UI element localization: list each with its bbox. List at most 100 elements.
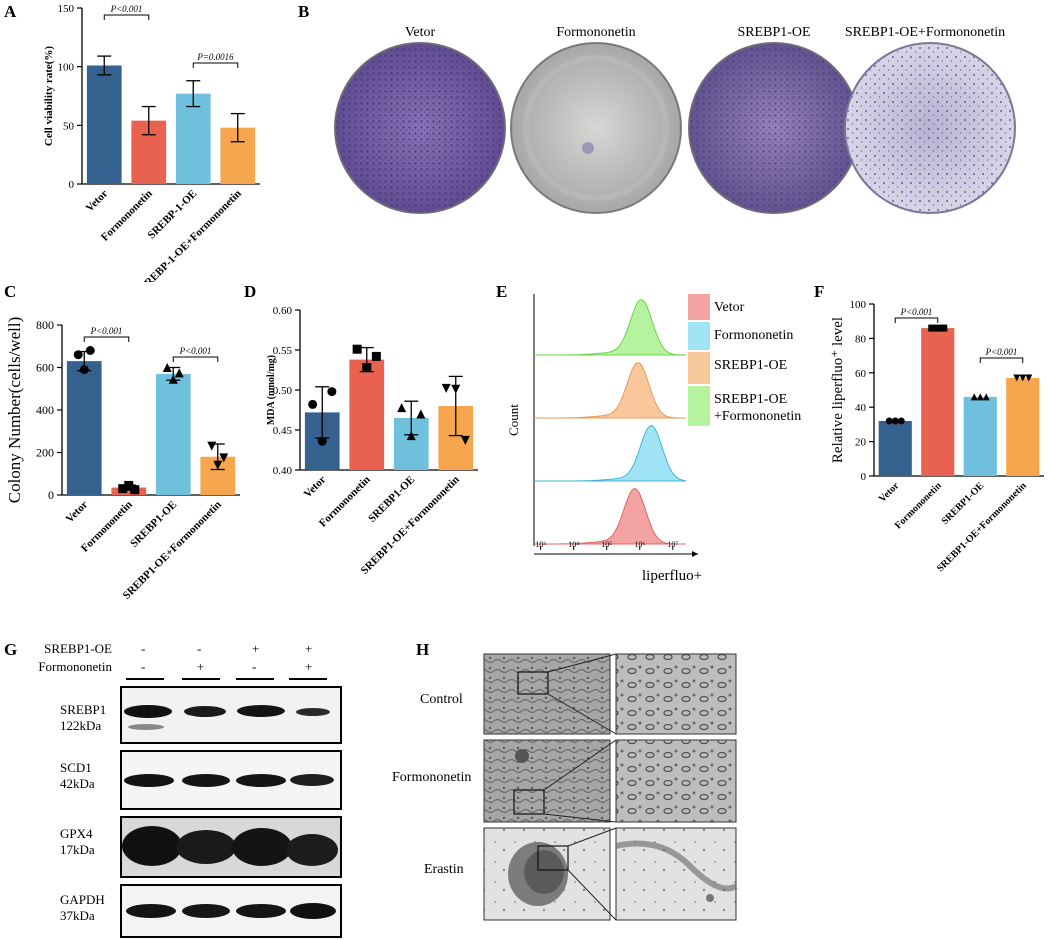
plate-formononetin	[510, 42, 682, 214]
significance-bracket	[83, 336, 130, 342]
data-point	[371, 351, 381, 361]
bar	[155, 373, 191, 495]
cond-formononetin-label: Formononetin	[38, 659, 112, 674]
panel-label-e: E	[496, 282, 508, 301]
p-value-label: P=0.0016	[196, 52, 234, 62]
significance-bracket	[894, 317, 939, 323]
data-point	[928, 324, 936, 332]
data-point	[308, 399, 318, 409]
x-tick-label: Vetor	[877, 480, 902, 505]
y-tick-label: 0	[48, 488, 54, 502]
plate-vetor	[334, 42, 506, 214]
data-point	[976, 393, 984, 401]
colony-plates-panel: Vetor Formononetin SREBP1-OE SREBP1-OE+F…	[270, 0, 1050, 230]
bar	[86, 65, 122, 184]
tem-images	[483, 653, 738, 921]
p-value-label: P<0.001	[110, 4, 143, 14]
x-tick-label: 10³	[535, 540, 546, 549]
data-point	[130, 485, 140, 495]
panel-label-b: B	[298, 2, 310, 21]
data-point	[213, 460, 223, 470]
blot-srebp1	[120, 686, 342, 744]
y-tick-label: 40	[855, 402, 867, 414]
legend-label: +Formononetin	[714, 409, 801, 424]
legend-swatch	[688, 294, 710, 320]
panel-label-a: A	[4, 2, 17, 21]
data-point	[362, 363, 372, 373]
data-point	[406, 431, 416, 441]
x-axis-label: liperfluo+	[642, 568, 702, 584]
legend-swatch	[688, 386, 710, 426]
plate-combo	[844, 42, 1016, 214]
blot-scd1	[120, 750, 342, 810]
liperfluo-chart: 0 20 40 60 80 100 Relative liperfluo⁺ level Vet…	[830, 299, 1044, 574]
data-point	[891, 417, 899, 425]
data-point	[1025, 374, 1033, 382]
bar	[1006, 377, 1040, 476]
data-point	[207, 441, 217, 451]
data-point	[352, 344, 362, 354]
data-point	[416, 409, 426, 419]
y-axis-label: Count	[506, 404, 521, 436]
tem-row-label-erastin: Erastin	[424, 862, 464, 877]
legend-label: Formononetin	[714, 328, 793, 343]
x-tick-label: 10⁶	[634, 540, 645, 549]
x-tick-label: SREBP1-OE+Formononetin	[935, 480, 1029, 574]
blot-gapdh	[120, 884, 342, 938]
blot-label-scd1: SCD1 42kDa	[60, 760, 95, 791]
y-tick-label: 0	[861, 471, 867, 483]
data-point	[327, 387, 337, 397]
data-point	[441, 383, 451, 393]
y-tick-label: 150	[58, 3, 75, 15]
data-point	[85, 346, 95, 355]
y-axis-label: MDA (nmol/mg)	[266, 355, 277, 425]
plate-title-formononetin: Formononetin	[556, 25, 636, 40]
significance-bracket	[192, 62, 239, 68]
bar	[878, 420, 912, 476]
x-axis-arrow	[692, 551, 698, 557]
y-tick-label: 80	[855, 333, 867, 345]
blot-gpx4	[120, 816, 342, 878]
data-point	[73, 350, 83, 360]
bar	[175, 93, 211, 184]
data-point	[897, 417, 905, 425]
data-point	[124, 480, 134, 490]
plate-title-srebp1-oe: SREBP1-OE	[737, 25, 811, 40]
histogram	[534, 425, 687, 482]
tem-row-label-formononetin: Formononetin	[392, 770, 472, 785]
plates-svg	[334, 42, 1016, 214]
legend-label: Vetor	[714, 300, 745, 315]
data-point	[982, 393, 990, 401]
legend-swatch	[688, 352, 710, 384]
x-tick-label: Vetor	[84, 188, 111, 215]
y-tick-label: 50	[63, 120, 75, 132]
y-tick-label: 200	[36, 446, 54, 460]
colony-number-chart: 0 200 400 600 800 Colony Number(cells/well) Ve…	[5, 317, 240, 602]
data-point	[79, 365, 89, 375]
p-value-label: P<0.001	[90, 326, 123, 336]
y-tick-label: 60	[855, 368, 867, 380]
histogram	[534, 299, 687, 356]
bar	[66, 361, 102, 495]
y-axis-label: Cell viability rate(%)	[43, 46, 55, 147]
data-point	[162, 363, 172, 372]
data-point	[118, 484, 128, 494]
blot-label-gpx4: GPX4 17kDa	[60, 826, 95, 857]
data-point	[1019, 374, 1027, 382]
data-point	[1013, 374, 1021, 382]
y-tick-label: 0.60	[273, 305, 293, 317]
y-axis-label: Colony Number(cells/well)	[5, 317, 24, 504]
bar	[921, 328, 955, 476]
y-axis-label: Relative liperfluo⁺ level	[830, 317, 846, 463]
y-tick-label: 0	[69, 179, 75, 191]
bar	[111, 487, 147, 495]
data-point	[460, 435, 470, 445]
p-value-label: P<0.001	[179, 346, 212, 356]
data-point	[219, 453, 229, 463]
panel-label-d: D	[244, 282, 257, 301]
p-value-label: P<0.001	[985, 347, 1018, 357]
y-tick-label: 600	[36, 361, 54, 375]
x-tick-label: SREBP1-OE	[940, 480, 987, 527]
